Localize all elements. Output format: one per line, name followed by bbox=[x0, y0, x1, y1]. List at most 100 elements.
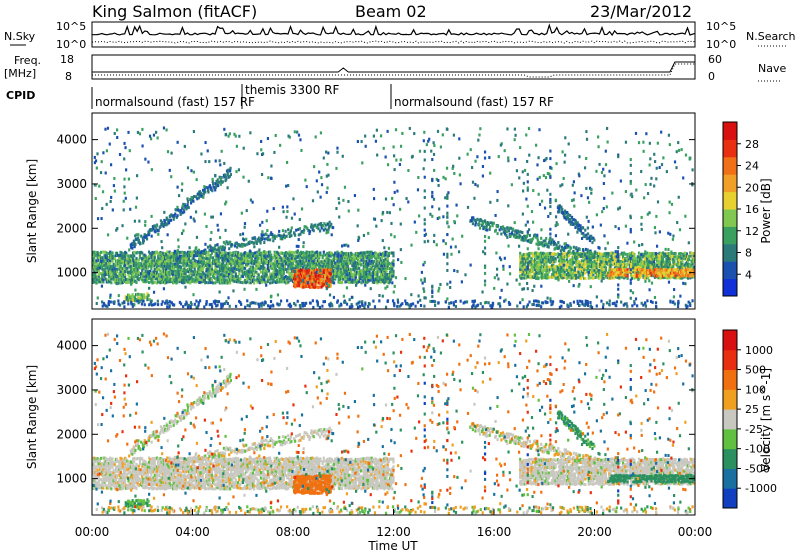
power-cell bbox=[295, 277, 298, 281]
power-cell bbox=[679, 267, 682, 271]
power-cell bbox=[289, 275, 292, 279]
power-cell bbox=[642, 261, 645, 265]
power-cell bbox=[320, 279, 323, 283]
power-cell bbox=[358, 275, 361, 279]
power-cell bbox=[541, 265, 545, 269]
power-cell bbox=[592, 236, 595, 240]
power-cell bbox=[149, 251, 152, 255]
power-cell bbox=[359, 269, 362, 273]
power-cell bbox=[384, 286, 387, 290]
power-cell bbox=[118, 272, 121, 276]
power-cell bbox=[152, 253, 155, 257]
power-cell bbox=[310, 258, 313, 262]
power-cell bbox=[523, 257, 526, 261]
power-cell bbox=[384, 257, 387, 261]
power-cell bbox=[533, 284, 536, 288]
power-cell bbox=[280, 270, 283, 274]
power-cell bbox=[605, 258, 609, 262]
power-cell bbox=[136, 293, 139, 297]
power-cell bbox=[163, 266, 167, 270]
power-cell bbox=[263, 278, 266, 282]
power-cell bbox=[248, 259, 251, 263]
power-cell bbox=[540, 236, 543, 240]
power-cell bbox=[251, 269, 255, 273]
power-cell bbox=[616, 262, 619, 266]
power-cell bbox=[270, 253, 273, 257]
power-cell bbox=[140, 234, 143, 238]
power-cell bbox=[354, 270, 357, 274]
power-cell bbox=[329, 261, 332, 265]
power-cell bbox=[128, 298, 131, 302]
power-cell bbox=[308, 272, 312, 276]
power-cell bbox=[249, 261, 252, 265]
power-cell bbox=[611, 251, 614, 255]
power-cell bbox=[602, 252, 605, 256]
power-cell bbox=[541, 242, 544, 246]
power-cell bbox=[353, 269, 356, 273]
power-cell bbox=[345, 280, 348, 284]
power-cell bbox=[219, 253, 223, 257]
power-cell bbox=[369, 262, 372, 266]
power-cell bbox=[217, 270, 220, 274]
power-cell bbox=[179, 280, 183, 284]
power-cell bbox=[158, 273, 161, 277]
power-cell bbox=[144, 295, 147, 299]
freq-right-tick-bottom: 0 bbox=[708, 70, 715, 83]
power-cell bbox=[171, 277, 175, 281]
power-cell bbox=[297, 280, 300, 284]
power-cell bbox=[240, 256, 243, 260]
power-cell bbox=[247, 253, 250, 257]
power-cell bbox=[192, 265, 195, 269]
power-cell bbox=[308, 230, 312, 234]
power-cell bbox=[146, 256, 150, 260]
power-cell bbox=[553, 240, 556, 244]
power-cell bbox=[384, 264, 387, 268]
power-cell bbox=[283, 275, 287, 279]
power-cell bbox=[281, 229, 284, 233]
power-cell bbox=[178, 280, 181, 284]
power-cell bbox=[363, 267, 367, 271]
power-cell bbox=[270, 231, 273, 235]
power-cell bbox=[660, 275, 663, 279]
power-cell bbox=[593, 255, 596, 259]
power-cell bbox=[560, 255, 563, 259]
power-cell bbox=[580, 236, 584, 240]
power-cell bbox=[555, 276, 558, 280]
power-cell bbox=[375, 256, 378, 260]
power-cell bbox=[552, 252, 555, 256]
power-cell bbox=[658, 271, 661, 275]
noise-left-label: N.Sky bbox=[4, 30, 36, 43]
power-cell bbox=[299, 275, 303, 279]
power-cell bbox=[656, 254, 659, 258]
power-cell bbox=[353, 276, 356, 280]
power-cell bbox=[238, 259, 241, 263]
power-cell bbox=[290, 262, 293, 266]
power-cell bbox=[148, 230, 151, 234]
power-cell bbox=[281, 259, 284, 263]
power-cell bbox=[118, 265, 121, 269]
power-cell bbox=[112, 254, 115, 258]
power-cell bbox=[165, 272, 168, 276]
power-cell bbox=[632, 274, 635, 278]
power-cell bbox=[286, 257, 289, 261]
power-cell bbox=[500, 232, 503, 236]
power-cell bbox=[279, 271, 282, 275]
power-cell bbox=[615, 252, 618, 256]
power-cell bbox=[96, 253, 99, 257]
power-cell bbox=[559, 270, 562, 274]
power-cell bbox=[300, 271, 304, 275]
power-cell bbox=[265, 280, 268, 284]
power-cell bbox=[304, 276, 307, 280]
power-cell bbox=[517, 236, 521, 240]
power-cell bbox=[672, 257, 675, 261]
power-cell bbox=[583, 276, 586, 280]
power-cell bbox=[118, 256, 121, 260]
power-cell bbox=[105, 262, 108, 266]
power-cell bbox=[150, 253, 153, 257]
power-cell bbox=[273, 268, 276, 272]
power-cell bbox=[557, 275, 561, 279]
power-cell bbox=[577, 272, 580, 276]
power-cell bbox=[270, 256, 273, 260]
power-cell bbox=[259, 266, 263, 270]
power-cell bbox=[342, 259, 345, 263]
